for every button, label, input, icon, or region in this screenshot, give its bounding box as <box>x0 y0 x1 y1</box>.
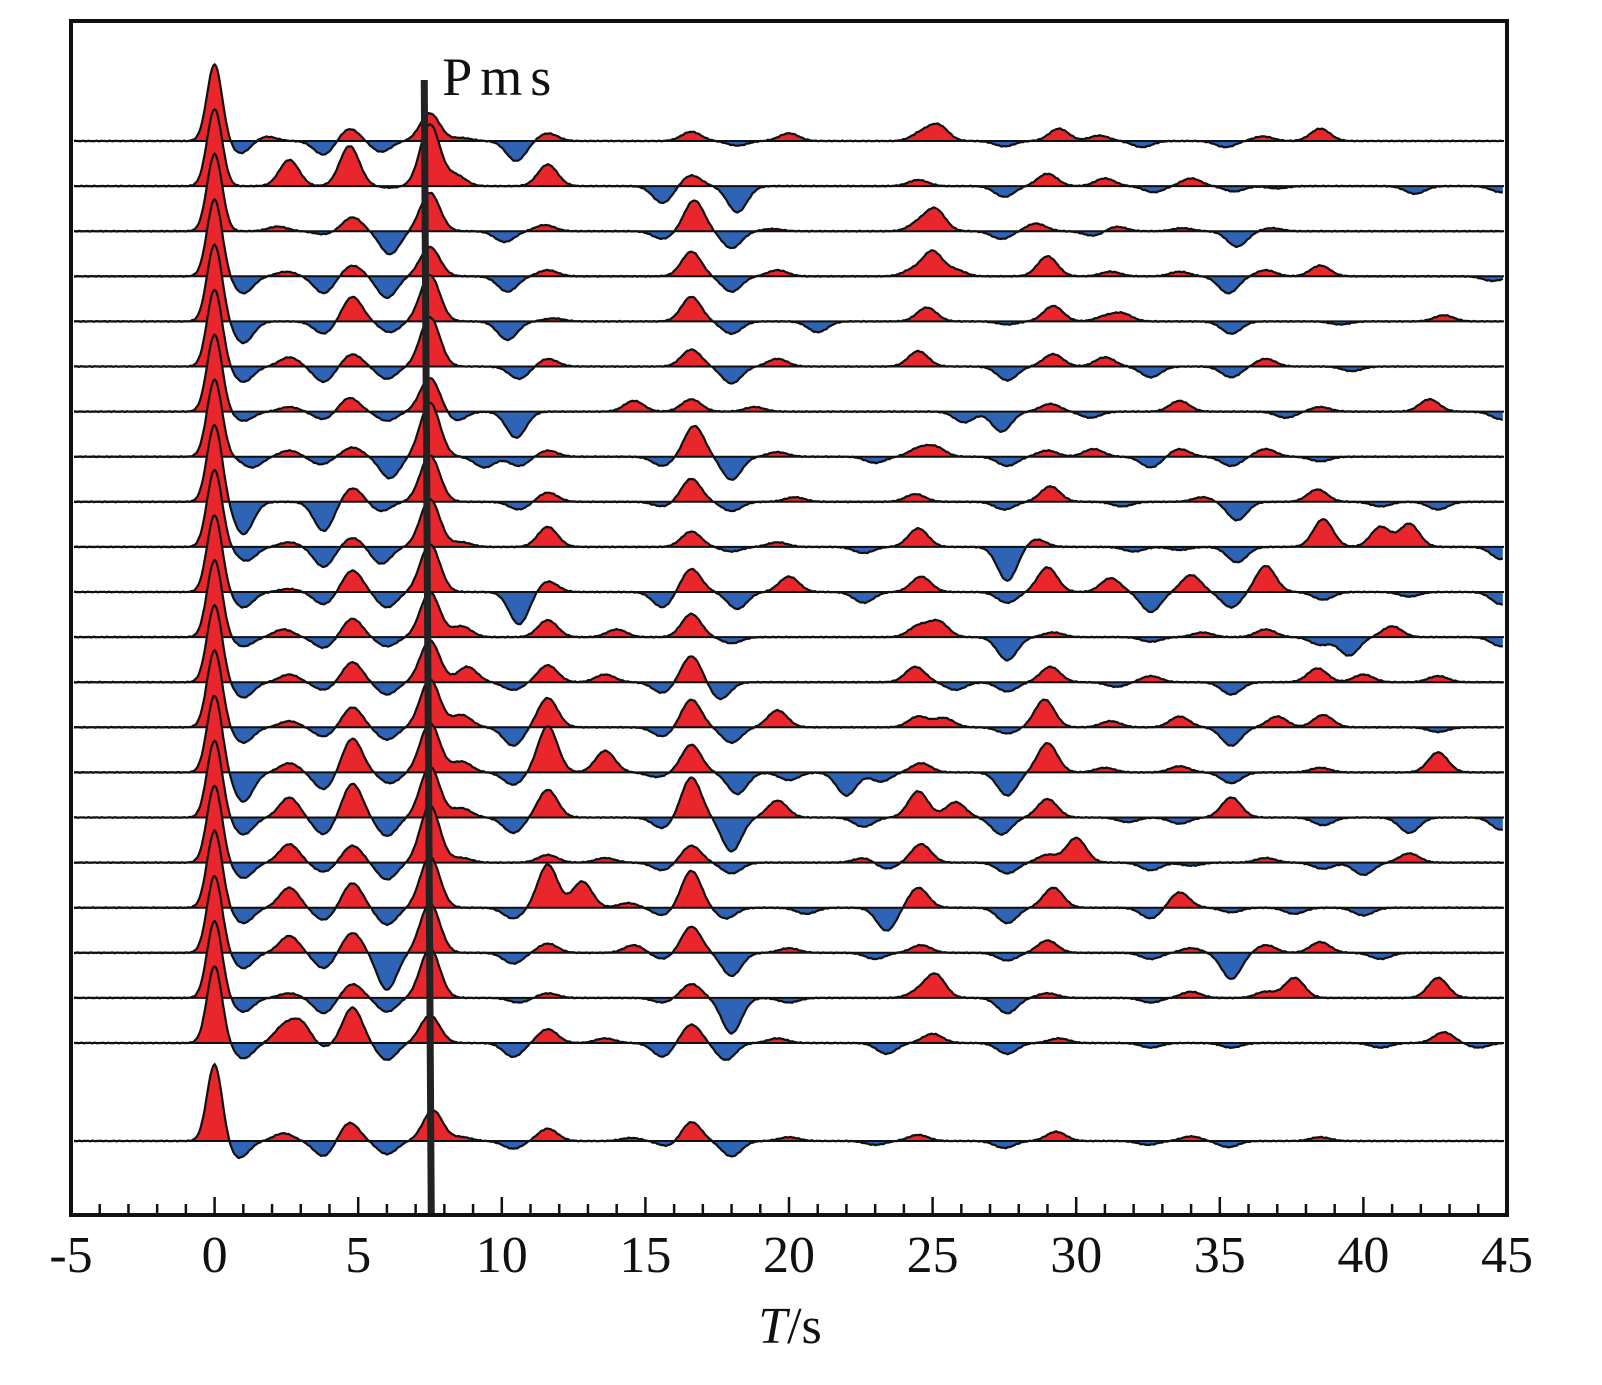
negative-fill <box>74 907 1503 931</box>
negative-fill <box>74 186 1503 213</box>
waveform-outline <box>73 62 1504 162</box>
waveform-outline <box>73 468 1504 582</box>
x-tick-label: 45 <box>1481 1227 1533 1284</box>
trace-4 <box>74 198 1504 300</box>
negative-fill <box>74 366 1503 384</box>
positive-fill <box>74 64 1503 141</box>
stack-trace-layer <box>74 1062 1504 1160</box>
negative-fill <box>74 1141 1503 1158</box>
negative-fill <box>74 637 1503 661</box>
waveform-outline <box>73 378 1503 481</box>
waveform-outline <box>73 739 1504 853</box>
x-tick-label: 5 <box>345 1227 371 1284</box>
positive-fill <box>74 109 1503 187</box>
positive-fill <box>74 470 1503 547</box>
x-tick-label: 40 <box>1337 1227 1389 1284</box>
trace-7 <box>73 333 1504 439</box>
x-tick-label: 30 <box>1050 1227 1102 1284</box>
negative-fill <box>74 321 1503 344</box>
x-tick-label: 15 <box>619 1227 671 1284</box>
waveform-outline <box>73 648 1504 747</box>
trace-1 <box>73 62 1504 162</box>
negative-fill <box>74 411 1503 438</box>
traces-layer <box>73 62 1504 1062</box>
trace-16 <box>73 739 1504 853</box>
waveform-outline <box>73 603 1504 701</box>
waveform-outline <box>73 919 1504 1035</box>
trace-6 <box>73 288 1504 385</box>
positive-fill <box>74 515 1503 592</box>
waveform-outline <box>73 694 1503 803</box>
waveform-outline <box>73 288 1504 385</box>
waveform-outline <box>74 1062 1503 1160</box>
positive-fill <box>74 560 1503 638</box>
x-tick-label: 35 <box>1194 1227 1246 1284</box>
negative-fill <box>74 501 1503 535</box>
positive-fill <box>74 921 1503 998</box>
x-axis-label: T/s <box>758 1298 822 1355</box>
positive-fill <box>74 830 1503 908</box>
positive-fill <box>74 696 1503 773</box>
negative-fill <box>74 231 1503 255</box>
x-tick-label: 25 <box>907 1227 959 1284</box>
positive-fill <box>74 966 1503 1043</box>
trace-11 <box>73 514 1504 626</box>
x-tick-label: 0 <box>202 1227 228 1284</box>
negative-fill <box>74 141 1503 161</box>
positive-fill <box>74 605 1503 683</box>
x-tick-label: 20 <box>763 1227 815 1284</box>
pms-marker-label: Pms <box>442 47 559 107</box>
trace-3 <box>73 152 1504 256</box>
x-axis-ticks <box>69 1197 1509 1215</box>
negative-fill <box>74 862 1503 880</box>
negative-fill <box>74 682 1503 700</box>
trace-14 <box>73 648 1504 747</box>
negative-fill <box>74 592 1503 625</box>
trace-15 <box>73 694 1504 803</box>
negative-fill <box>74 727 1503 746</box>
waveform-outline <box>73 514 1503 626</box>
waveform-outline <box>73 874 1504 991</box>
negative-fill <box>74 772 1503 802</box>
trace-8 <box>73 378 1504 481</box>
waveform-outline <box>73 243 1503 345</box>
positive-fill <box>74 425 1503 502</box>
trace-12 <box>73 558 1504 662</box>
x-axis-label-unit: /s <box>787 1298 822 1355</box>
x-axis-label-variable: T <box>758 1298 790 1355</box>
positive-fill <box>74 1064 1503 1141</box>
positive-fill <box>74 290 1503 367</box>
negative-fill <box>74 276 1503 298</box>
waveform-outline <box>73 423 1504 536</box>
pms-marker-line <box>420 79 435 1216</box>
x-axis-tick-labels: -5 0 5 10 15 20 25 30 35 40 45 <box>49 1227 1533 1284</box>
waveform-outline <box>73 558 1503 662</box>
positive-fill <box>74 650 1503 728</box>
x-tick-label: -5 <box>49 1227 92 1284</box>
x-tick-label: 10 <box>476 1227 528 1284</box>
positive-fill <box>74 199 1503 277</box>
stacked-trace <box>74 1062 1504 1160</box>
trace-9 <box>73 423 1504 536</box>
trace-2 <box>73 108 1504 214</box>
trace-13 <box>73 603 1504 701</box>
waveform-outline <box>73 108 1503 214</box>
positive-fill <box>74 334 1503 412</box>
negative-fill <box>74 456 1503 480</box>
positive-fill <box>74 153 1503 232</box>
positive-fill <box>74 379 1503 457</box>
positive-fill <box>74 244 1503 322</box>
trace-10 <box>73 468 1504 582</box>
waveform-outline <box>74 198 1504 300</box>
waveform-outline <box>73 333 1503 439</box>
negative-fill <box>74 1043 1503 1060</box>
trace-5 <box>73 243 1504 345</box>
